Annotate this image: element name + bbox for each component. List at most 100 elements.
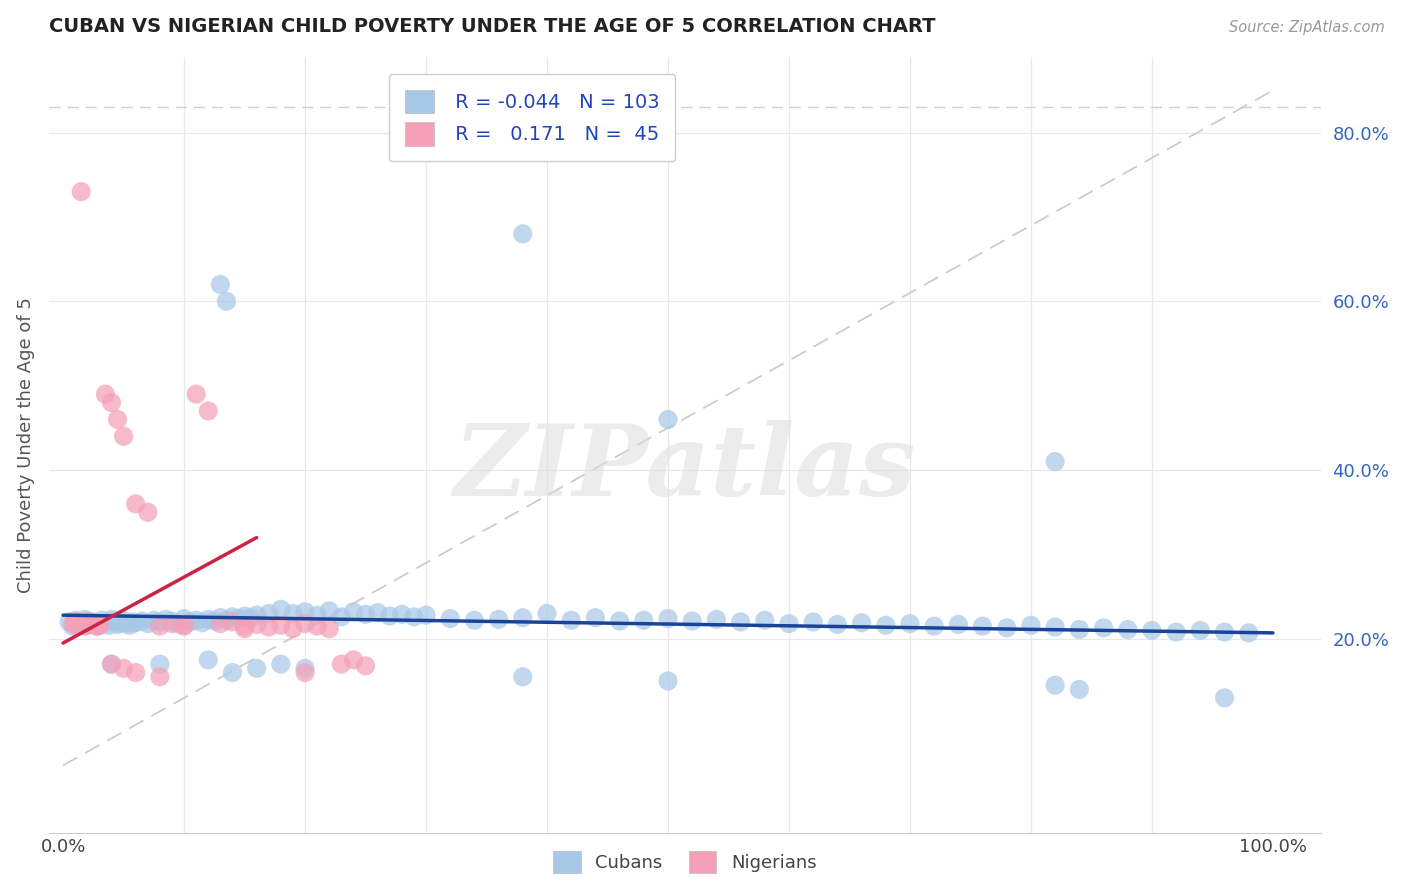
Point	[112, 613, 135, 627]
Point	[233, 622, 256, 636]
Point	[215, 613, 238, 627]
Point	[1092, 621, 1115, 635]
Point	[100, 657, 122, 672]
Point	[307, 608, 329, 623]
Point	[754, 613, 776, 627]
Point	[681, 614, 703, 628]
Point	[706, 612, 728, 626]
Point	[209, 611, 232, 625]
Point	[202, 614, 225, 628]
Point	[995, 621, 1018, 635]
Point	[115, 616, 138, 631]
Point	[228, 611, 250, 625]
Point	[62, 619, 84, 633]
Point	[270, 657, 292, 672]
Point	[367, 606, 389, 620]
Point	[246, 608, 269, 623]
Point	[73, 616, 96, 631]
Point	[342, 605, 364, 619]
Point	[536, 607, 558, 621]
Point	[730, 615, 752, 629]
Point	[76, 614, 98, 628]
Point	[94, 615, 117, 630]
Point	[1213, 690, 1236, 705]
Point	[112, 429, 135, 443]
Point	[778, 616, 800, 631]
Point	[583, 611, 606, 625]
Point	[215, 294, 238, 309]
Point	[86, 619, 108, 633]
Point	[330, 657, 353, 672]
Point	[209, 616, 232, 631]
Point	[239, 611, 262, 625]
Point	[112, 661, 135, 675]
Point	[233, 619, 256, 633]
Point	[488, 612, 510, 626]
Point	[149, 615, 172, 629]
Point	[160, 616, 183, 631]
Point	[221, 610, 243, 624]
Point	[149, 670, 172, 684]
Point	[318, 622, 340, 636]
Point	[294, 616, 316, 631]
Point	[898, 616, 921, 631]
Point	[354, 658, 377, 673]
Point	[246, 617, 269, 632]
Point	[1069, 682, 1091, 697]
Point	[98, 618, 121, 632]
Point	[136, 616, 159, 631]
Point	[76, 618, 98, 632]
Point	[330, 610, 353, 624]
Point	[294, 605, 316, 619]
Point	[107, 617, 129, 632]
Point	[149, 619, 172, 633]
Point	[66, 619, 89, 633]
Point	[270, 618, 292, 632]
Point	[173, 618, 195, 632]
Point	[875, 618, 897, 632]
Text: Source: ZipAtlas.com: Source: ZipAtlas.com	[1229, 20, 1385, 35]
Point	[281, 607, 304, 621]
Point	[197, 653, 219, 667]
Point	[66, 616, 89, 631]
Point	[827, 617, 849, 632]
Point	[633, 613, 655, 627]
Point	[73, 612, 96, 626]
Point	[512, 611, 534, 625]
Point	[149, 657, 172, 672]
Point	[136, 505, 159, 519]
Legend: Cubans, Nigerians: Cubans, Nigerians	[544, 842, 825, 882]
Point	[209, 277, 232, 292]
Point	[197, 404, 219, 418]
Point	[173, 611, 195, 625]
Point	[318, 604, 340, 618]
Point	[197, 612, 219, 626]
Point	[1043, 620, 1066, 634]
Point	[100, 657, 122, 672]
Point	[160, 614, 183, 628]
Text: ZIPatlas: ZIPatlas	[454, 420, 917, 516]
Point	[378, 609, 401, 624]
Point	[560, 613, 582, 627]
Point	[62, 616, 84, 631]
Point	[79, 615, 101, 629]
Point	[801, 615, 824, 629]
Point	[124, 615, 146, 630]
Text: CUBAN VS NIGERIAN CHILD POVERTY UNDER THE AGE OF 5 CORRELATION CHART: CUBAN VS NIGERIAN CHILD POVERTY UNDER TH…	[49, 17, 935, 36]
Point	[58, 615, 80, 629]
Point	[1213, 625, 1236, 640]
Point	[63, 613, 86, 627]
Point	[257, 607, 280, 621]
Point	[110, 615, 132, 630]
Point	[118, 618, 141, 632]
Point	[307, 619, 329, 633]
Point	[89, 618, 111, 632]
Point	[124, 665, 146, 680]
Point	[131, 614, 153, 628]
Point	[82, 616, 104, 631]
Point	[122, 615, 145, 629]
Point	[82, 615, 104, 629]
Point	[186, 613, 208, 627]
Point	[354, 607, 377, 622]
Y-axis label: Child Poverty Under the Age of 5: Child Poverty Under the Age of 5	[17, 297, 35, 592]
